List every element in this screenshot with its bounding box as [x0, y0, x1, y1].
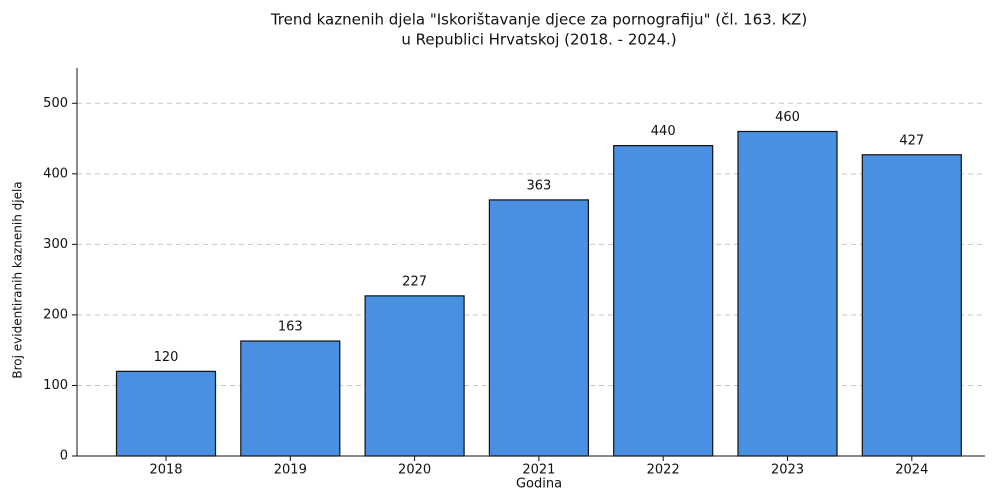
chart-title: Trend kaznenih djela "Iskorištavanje dje…: [270, 11, 807, 29]
data-label: 227: [402, 274, 427, 289]
bar: [737, 130, 838, 457]
x-tick-label: 2024: [895, 463, 928, 478]
data-label: 163: [278, 320, 303, 335]
y-tick-label: 400: [43, 166, 68, 181]
y-tick-label: 500: [43, 96, 68, 111]
data-label: 120: [154, 350, 179, 365]
bar: [240, 340, 341, 457]
data-label: 427: [899, 133, 924, 148]
y-tick-label: 300: [43, 237, 68, 252]
data-label: 440: [651, 124, 676, 139]
data-label: 460: [775, 110, 800, 125]
bar: [488, 199, 589, 457]
chart-subtitle: u Republici Hrvatskoj (2018. - 2024.): [401, 31, 676, 49]
x-tick-label: 2021: [522, 463, 555, 478]
x-tick-label: 2018: [149, 463, 182, 478]
data-label: 363: [526, 178, 551, 193]
bar: [115, 370, 217, 457]
x-tick-label: 2023: [771, 463, 804, 478]
bar: [861, 154, 962, 457]
x-axis-label: Godina: [516, 477, 562, 492]
y-tick-label: 0: [60, 449, 68, 464]
y-axis-label: Broj evidentiranih kaznenih djela: [11, 181, 25, 378]
y-tick-label: 200: [43, 307, 68, 322]
x-tick-label: 2022: [647, 463, 680, 478]
bar: [613, 145, 714, 457]
x-tick-label: 2020: [398, 463, 431, 478]
x-tick-label: 2019: [274, 463, 307, 478]
bar: [364, 295, 465, 457]
y-tick-label: 100: [43, 378, 68, 393]
